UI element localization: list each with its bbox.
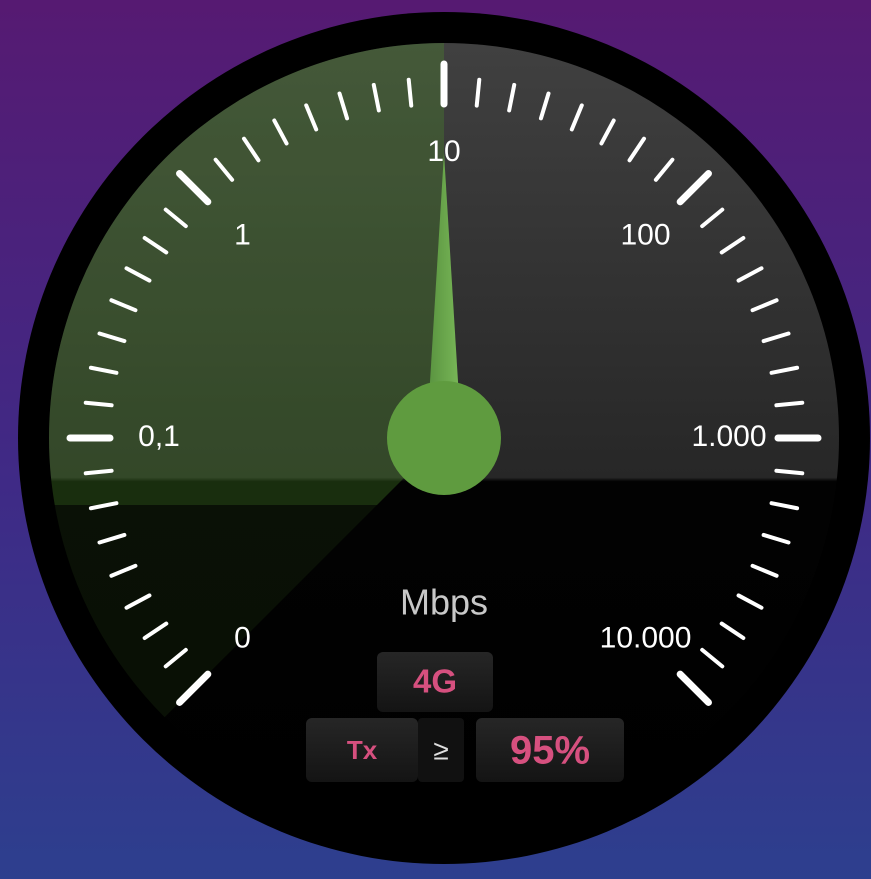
minor-tick xyxy=(213,157,235,182)
minor-tick xyxy=(406,77,414,108)
minor-tick xyxy=(719,621,746,641)
network-label: 4G xyxy=(413,663,457,700)
minor-tick xyxy=(761,331,791,344)
minor-tick xyxy=(163,207,188,229)
major-tick xyxy=(176,670,212,706)
minor-tick xyxy=(569,103,584,132)
minor-tick xyxy=(272,118,289,146)
minor-tick xyxy=(109,298,138,313)
major-tick xyxy=(676,670,712,706)
minor-tick xyxy=(700,647,725,669)
scale-label: 1.000 xyxy=(691,420,766,453)
minor-tick xyxy=(774,400,805,408)
minor-tick xyxy=(474,77,482,108)
minor-tick xyxy=(700,207,725,229)
value-sector-upper xyxy=(49,43,444,505)
percentile-box[interactable] xyxy=(476,718,624,782)
value-sector xyxy=(48,42,444,718)
minor-tick xyxy=(538,91,551,121)
scale-label: 10.000 xyxy=(600,621,692,654)
minor-tick xyxy=(142,235,169,255)
direction-box[interactable] xyxy=(306,718,418,782)
minor-tick xyxy=(88,501,119,511)
percentile-label: 95% xyxy=(510,729,590,773)
minor-tick xyxy=(761,532,791,545)
major-tick xyxy=(176,170,212,206)
minor-tick xyxy=(163,647,188,669)
minor-tick xyxy=(109,563,138,578)
scale-label: 100 xyxy=(620,218,670,251)
minor-tick xyxy=(507,82,517,113)
minor-tick xyxy=(750,298,779,313)
minor-tick xyxy=(599,118,616,146)
network-box[interactable] xyxy=(377,652,493,712)
unit-label: Mbps xyxy=(400,582,488,623)
scale-label: 0,1 xyxy=(138,420,180,453)
minor-tick xyxy=(83,468,114,476)
minor-tick xyxy=(97,331,127,344)
minor-tick xyxy=(653,157,675,182)
minor-tick xyxy=(83,400,114,408)
minor-tick xyxy=(371,82,381,113)
minor-tick xyxy=(774,468,805,476)
direction-label: Tx xyxy=(347,735,378,765)
minor-tick xyxy=(124,593,152,610)
scale-label: 0 xyxy=(234,621,251,654)
minor-tick xyxy=(337,91,350,121)
minor-tick xyxy=(88,365,119,375)
scale-label: 1 xyxy=(234,218,251,251)
minor-tick xyxy=(736,266,764,283)
minor-tick xyxy=(769,365,800,375)
minor-tick xyxy=(769,501,800,511)
minor-tick xyxy=(736,593,764,610)
minor-tick xyxy=(124,266,152,283)
needle xyxy=(429,153,459,398)
minor-tick xyxy=(97,532,127,545)
minor-tick xyxy=(750,563,779,578)
minor-tick xyxy=(241,136,261,163)
comparator-label: ≥ xyxy=(433,734,448,765)
major-tick xyxy=(676,170,712,206)
minor-tick xyxy=(627,136,647,163)
comparator-box[interactable] xyxy=(418,718,464,782)
minor-tick xyxy=(304,103,319,132)
minor-tick xyxy=(719,235,746,255)
minor-tick xyxy=(142,621,169,641)
needle-hub xyxy=(387,381,501,495)
